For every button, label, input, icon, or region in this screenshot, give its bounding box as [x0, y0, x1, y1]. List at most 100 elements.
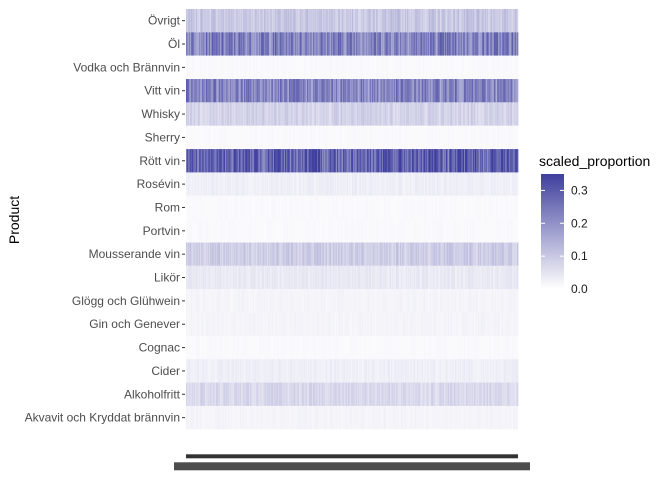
heatmap-cell [215, 55, 218, 80]
heatmap-cell [221, 172, 223, 196]
heatmap-cell [307, 219, 309, 243]
heatmap-cell [213, 172, 215, 196]
heatmap-cell [395, 32, 398, 56]
heatmap-cell [497, 242, 499, 266]
heatmap-cell [323, 32, 325, 56]
heatmap-cell [216, 172, 218, 196]
heatmap-cell [358, 195, 360, 220]
heatmap-cell [327, 289, 329, 313]
heatmap-cell [379, 265, 381, 290]
heatmap-cell [451, 172, 453, 196]
heatmap-cell [449, 265, 452, 290]
heatmap-cell [216, 125, 218, 150]
heatmap-cell [408, 195, 410, 220]
heatmap-cell [254, 242, 256, 266]
heatmap-cell [487, 149, 489, 173]
heatmap-cell [402, 195, 404, 220]
heatmap-cell [273, 125, 276, 150]
heatmap-cell [260, 55, 262, 80]
heatmap-cell [218, 242, 220, 266]
heatmap-cell [298, 195, 301, 220]
heatmap-cell [502, 55, 504, 80]
heatmap-cell [382, 9, 384, 33]
heatmap-cell [347, 219, 349, 243]
heatmap-cell [252, 195, 254, 220]
heatmap-cell [255, 242, 257, 266]
heatmap-cell [276, 265, 278, 290]
heatmap-cell [189, 172, 191, 196]
heatmap-cell [470, 55, 472, 80]
heatmap-cell [315, 32, 317, 56]
heatmap-cell [419, 265, 421, 290]
heatmap-cell [332, 149, 334, 173]
heatmap-cell [329, 289, 331, 313]
heatmap-cell [205, 102, 207, 126]
heatmap-cell [195, 149, 197, 173]
heatmap-cell [390, 242, 392, 266]
heatmap-cell [478, 102, 481, 126]
heatmap-cell [456, 172, 458, 196]
heatmap-cell [347, 125, 349, 150]
heatmap-cell [420, 102, 423, 126]
heatmap-cell [310, 219, 312, 243]
heatmap-cell [354, 149, 356, 173]
heatmap-cell [497, 195, 499, 220]
heatmap-cell [236, 149, 238, 173]
heatmap-cell [208, 102, 210, 126]
heatmap-cell [244, 289, 246, 313]
heatmap-cell [415, 125, 417, 150]
heatmap-cell [474, 195, 477, 220]
heatmap-cell [238, 219, 240, 243]
heatmap-cell [429, 55, 431, 80]
heatmap-cell [493, 55, 495, 80]
heatmap-cell [460, 9, 462, 33]
heatmap-cell [407, 102, 409, 126]
heatmap-cell [201, 125, 203, 150]
heatmap-cell [287, 55, 289, 80]
heatmap-cell [445, 9, 447, 33]
heatmap-cell [298, 172, 300, 196]
heatmap-cell [425, 172, 427, 196]
heatmap-cell [347, 149, 350, 173]
heatmap-cell [439, 55, 442, 80]
heatmap-cell [290, 102, 292, 126]
heatmap-cell [460, 219, 462, 243]
heatmap-cell [468, 242, 470, 266]
heatmap-cell [330, 219, 332, 243]
heatmap-cell [420, 195, 422, 220]
heatmap-cell [312, 32, 314, 56]
heatmap-cell [304, 195, 306, 220]
heatmap-cell [304, 55, 306, 80]
heatmap-cell [275, 79, 277, 103]
heatmap-cell [210, 219, 212, 243]
heatmap-cell [218, 219, 220, 243]
heatmap-cell [340, 195, 342, 220]
heatmap-cell [351, 265, 353, 290]
heatmap-cell [408, 125, 410, 150]
heatmap-cell [312, 149, 314, 173]
heatmap-cell [498, 149, 501, 173]
heatmap-cell [464, 125, 467, 150]
heatmap-cell [448, 102, 450, 126]
heatmap-cell [232, 102, 234, 126]
heatmap-cell [467, 9, 469, 33]
heatmap-cell [332, 219, 334, 243]
heatmap-cell [226, 172, 228, 196]
heatmap-cell [383, 195, 385, 220]
heatmap-cell [347, 219, 350, 243]
heatmap-cell [504, 195, 506, 220]
heatmap-cell [463, 55, 465, 80]
heatmap-cell [246, 219, 248, 243]
heatmap-cell [444, 9, 447, 33]
heatmap-cell [422, 219, 424, 243]
heatmap-cell [190, 9, 193, 33]
heatmap-cell [394, 149, 396, 173]
heatmap-cell [240, 102, 242, 126]
heatmap-cell [341, 172, 343, 196]
heatmap-cell [215, 172, 217, 196]
heatmap-cell [504, 172, 506, 196]
heatmap-cell [515, 265, 517, 290]
heatmap-cell [407, 172, 409, 196]
heatmap-cell [192, 9, 194, 33]
heatmap-cell [190, 32, 192, 56]
